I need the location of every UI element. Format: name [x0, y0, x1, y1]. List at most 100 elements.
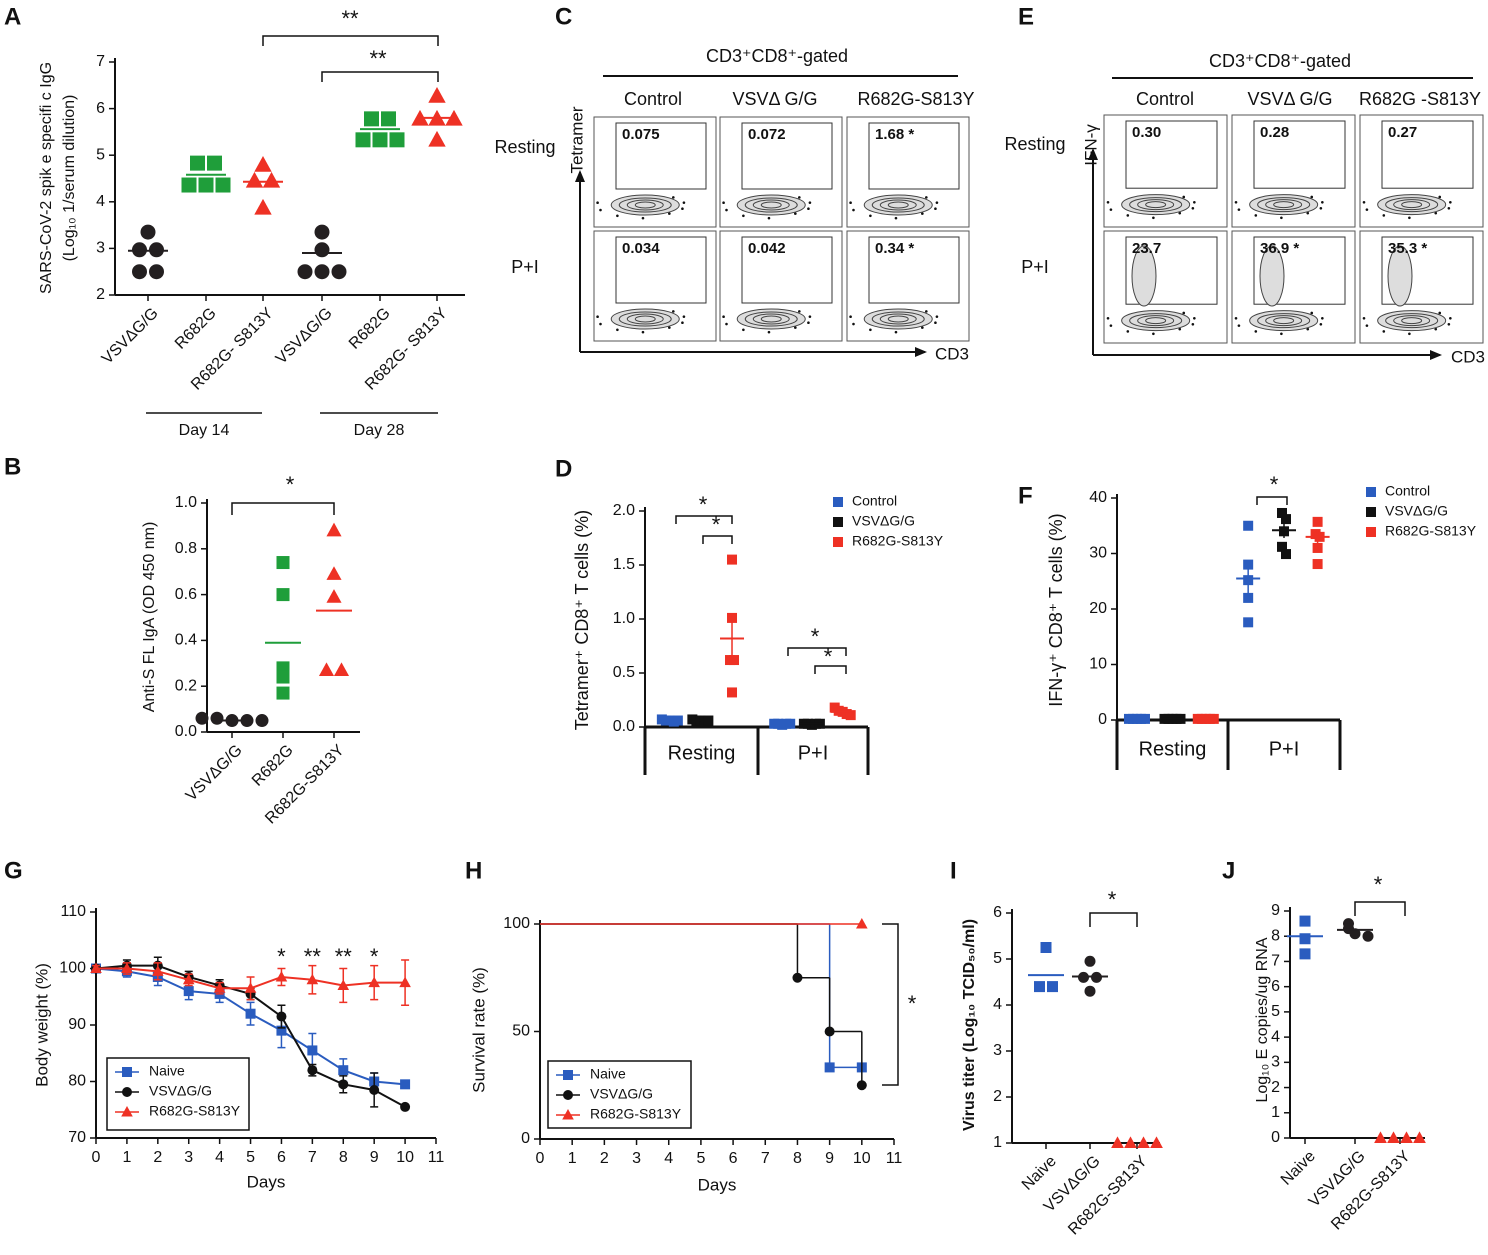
marker-triangle	[262, 171, 281, 188]
gate-value: 0.042	[748, 240, 786, 257]
contour	[1137, 315, 1175, 327]
marker-square	[183, 986, 194, 997]
event-dot	[1365, 208, 1369, 211]
y-tick-label: 5	[993, 950, 1002, 967]
gate	[1125, 236, 1218, 305]
x-tick-label: 0	[92, 1149, 101, 1166]
marker-circle	[369, 1084, 380, 1095]
event-dot	[616, 214, 619, 218]
marker-square	[276, 670, 290, 684]
contour	[618, 311, 672, 327]
y-tick-label: 6	[993, 904, 1002, 921]
y-tick-label: 6	[96, 100, 105, 117]
x-tick-label: 5	[696, 1150, 705, 1167]
marker-square	[1034, 981, 1045, 993]
panel-letter: E	[1018, 3, 1034, 30]
x-tick-label: R682G	[346, 305, 394, 353]
significance-bracket	[262, 35, 439, 46]
marker-triangle	[1374, 1131, 1387, 1143]
panel-letter: B	[4, 453, 21, 480]
marker-circle	[132, 264, 147, 280]
marker-triangle	[254, 155, 272, 172]
marker-square	[1243, 617, 1254, 628]
significance-label: *	[699, 492, 708, 517]
marker-circle	[195, 711, 209, 725]
event-dot	[725, 322, 728, 326]
marker-square	[198, 177, 214, 193]
event-dot	[1365, 324, 1369, 327]
event-dot	[934, 207, 937, 211]
x-tick-label: 8	[339, 1149, 348, 1166]
y-axis-label: IFN-γ⁺ CD8⁺ T cells (%)	[1046, 513, 1066, 706]
gate-value: 36.9 *	[1260, 240, 1299, 257]
event-dot	[1234, 316, 1238, 320]
marker-triangle	[244, 982, 257, 993]
significance-label: **	[335, 944, 353, 969]
y-axis-label: IFN-γ	[1081, 124, 1100, 166]
event-dot	[1306, 327, 1310, 331]
contour	[634, 315, 656, 323]
contour	[1387, 245, 1413, 307]
x-arrowhead	[1430, 350, 1442, 360]
contour	[1265, 315, 1303, 327]
marker-square	[727, 687, 738, 698]
event-dot	[1126, 214, 1130, 217]
y-axis-label: Tetramer	[567, 106, 586, 173]
y-tick-label: 8	[1271, 927, 1280, 944]
gate	[1381, 120, 1474, 189]
marker-circle	[792, 972, 803, 983]
y-tick-label: 3	[96, 240, 105, 257]
event-dot	[1106, 200, 1110, 204]
event-dot	[1319, 323, 1323, 326]
marker-circle	[1362, 930, 1374, 942]
contour	[1401, 317, 1423, 325]
gate	[868, 236, 960, 304]
x-tick-label: Naive	[1278, 1148, 1319, 1189]
panel-letter: J	[1222, 857, 1235, 884]
contour	[887, 201, 909, 209]
y-arrowhead	[575, 170, 585, 182]
y-arrowhead	[1088, 148, 1098, 160]
marker-triangle	[245, 171, 264, 188]
event-dot	[1434, 211, 1438, 215]
x-axis-label: CD3	[935, 344, 969, 363]
x-tick-label: R682G-S813Y	[1328, 1148, 1414, 1234]
marker-square	[389, 132, 405, 148]
marker-triangle	[1387, 1131, 1400, 1143]
marker-triangle	[1413, 1131, 1426, 1143]
column-header: Control	[1136, 89, 1194, 109]
event-dot	[1237, 208, 1241, 211]
marker-square	[338, 1065, 349, 1076]
event-dot	[722, 315, 725, 318]
x-tick-label: 1	[122, 1149, 131, 1166]
significance-label: *	[286, 472, 295, 497]
event-dot	[668, 212, 671, 215]
legend-marker	[122, 1087, 132, 1097]
significance-label: **	[304, 944, 322, 969]
marker-square	[1312, 516, 1323, 527]
marker-circle	[824, 1026, 835, 1037]
legend-marker	[122, 1067, 132, 1077]
contour	[1145, 317, 1167, 325]
event-dot	[681, 321, 684, 325]
event-dot	[852, 208, 855, 212]
y-axis-label: Survival rate (%)	[469, 967, 488, 1093]
y-tick-label: 0.5	[613, 664, 635, 681]
y-tick-label: 1	[1271, 1104, 1280, 1121]
marker-triangle	[1137, 1136, 1150, 1148]
marker-circle	[149, 264, 164, 280]
event-dot	[672, 310, 675, 313]
marker-circle	[276, 1011, 287, 1022]
contour	[1385, 197, 1439, 213]
legend-marker	[833, 497, 843, 507]
marker-square	[824, 1062, 835, 1073]
marker-square	[181, 177, 197, 193]
legend-label: VSVΔG/G	[1385, 503, 1448, 519]
marker-square	[355, 132, 371, 148]
panel-letter: F	[1018, 482, 1033, 509]
event-dot	[1382, 330, 1386, 333]
event-dot	[1152, 332, 1155, 336]
legend-label: Naive	[149, 1063, 185, 1079]
significance-label: *	[712, 512, 721, 537]
gate	[615, 122, 707, 190]
